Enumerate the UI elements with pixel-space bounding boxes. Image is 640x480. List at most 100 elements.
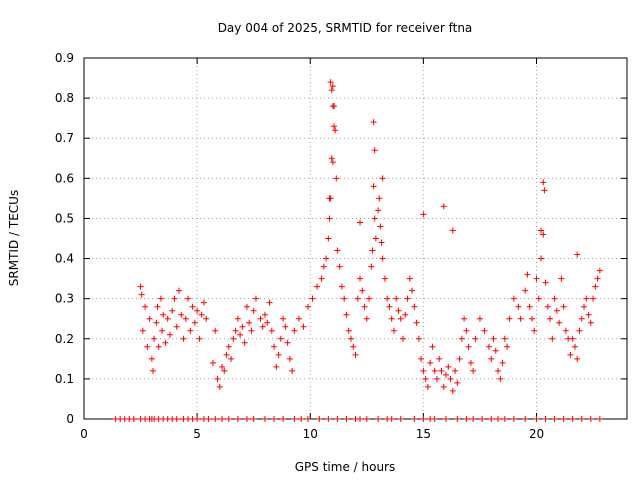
data-point [277,335,284,342]
data-point [142,303,149,310]
data-point [259,323,266,330]
data-point [280,315,287,322]
y-tick-label: 0.9 [55,51,74,65]
data-point [241,339,248,346]
data-point [327,79,334,86]
data-point [154,303,161,310]
data-point [304,416,311,422]
data-point [452,367,459,374]
data-point [230,335,237,342]
data-point [558,275,565,282]
data-point [578,416,585,422]
data-point [334,416,341,422]
data-point [219,363,226,370]
data-point [366,295,373,302]
data-point [449,387,456,394]
data-point [488,416,495,422]
x-tick-label: 15 [416,427,431,441]
data-point [343,311,350,318]
data-point [420,211,427,218]
data-point [354,295,361,302]
data-point [395,307,402,314]
data-point [524,271,531,278]
data-point [286,355,293,362]
data-point [535,295,542,302]
data-point [316,416,323,422]
data-point [551,416,558,422]
data-point [191,319,198,326]
data-point [209,359,216,366]
data-point [164,315,171,322]
data-point [159,327,166,334]
data-point [549,335,556,342]
y-axis-label: SRMTID / TECUs [7,190,21,286]
data-point [234,416,241,422]
data-point [146,315,153,322]
data-point [492,347,499,354]
data-point [150,367,157,374]
data-point [332,127,339,134]
data-point [323,255,330,262]
x-axis-label: GPS time / hours [295,460,396,474]
data-point [571,343,578,350]
x-tick-label: 20 [529,427,544,441]
data-point [160,311,167,318]
data-point [187,327,194,334]
data-point [379,255,386,262]
data-point [567,351,574,358]
data-point [275,351,282,358]
data-point [528,315,535,322]
data-point [153,319,160,326]
data-point [470,416,477,422]
data-point [424,383,431,390]
data-point [476,315,483,322]
data-point [463,327,470,334]
y-tick-label: 0.1 [55,372,74,386]
x-tick-label: 0 [80,427,88,441]
y-tick-label: 0.2 [55,332,74,346]
data-point [130,416,137,422]
data-point [402,311,409,318]
data-point [553,307,560,314]
data-point [427,359,434,366]
data-point [461,315,468,322]
data-point [384,295,391,302]
data-point [540,179,547,186]
data-point [359,287,366,294]
data-point [433,375,440,382]
data-point [479,416,486,422]
data-point [205,416,212,422]
x-tick-label: 5 [193,427,201,441]
data-point [533,416,540,422]
data-point [388,315,395,322]
data-point [166,331,173,338]
data-point [212,327,219,334]
data-point [596,267,603,274]
data-point [522,287,529,294]
data-point [379,175,386,182]
data-point [526,303,533,310]
data-point [431,367,438,374]
data-point [592,283,599,290]
data-point [544,303,551,310]
data-point [369,247,376,254]
data-point [583,295,590,302]
data-point [522,416,529,422]
data-point [454,416,461,422]
data-point [560,303,567,310]
data-point [596,416,603,422]
data-point [257,315,264,322]
x-tick-label: 10 [303,427,318,441]
data-point [219,416,226,422]
data-point [357,416,364,422]
data-point [443,371,449,378]
data-point [594,275,601,282]
data-point [467,359,474,366]
data-point [454,379,461,386]
data-point [157,295,164,302]
data-point [137,283,144,290]
y-tick-label: 0 [66,412,74,426]
data-point [499,359,506,366]
y-tick-label: 0.4 [55,252,74,266]
data-point [243,303,250,310]
